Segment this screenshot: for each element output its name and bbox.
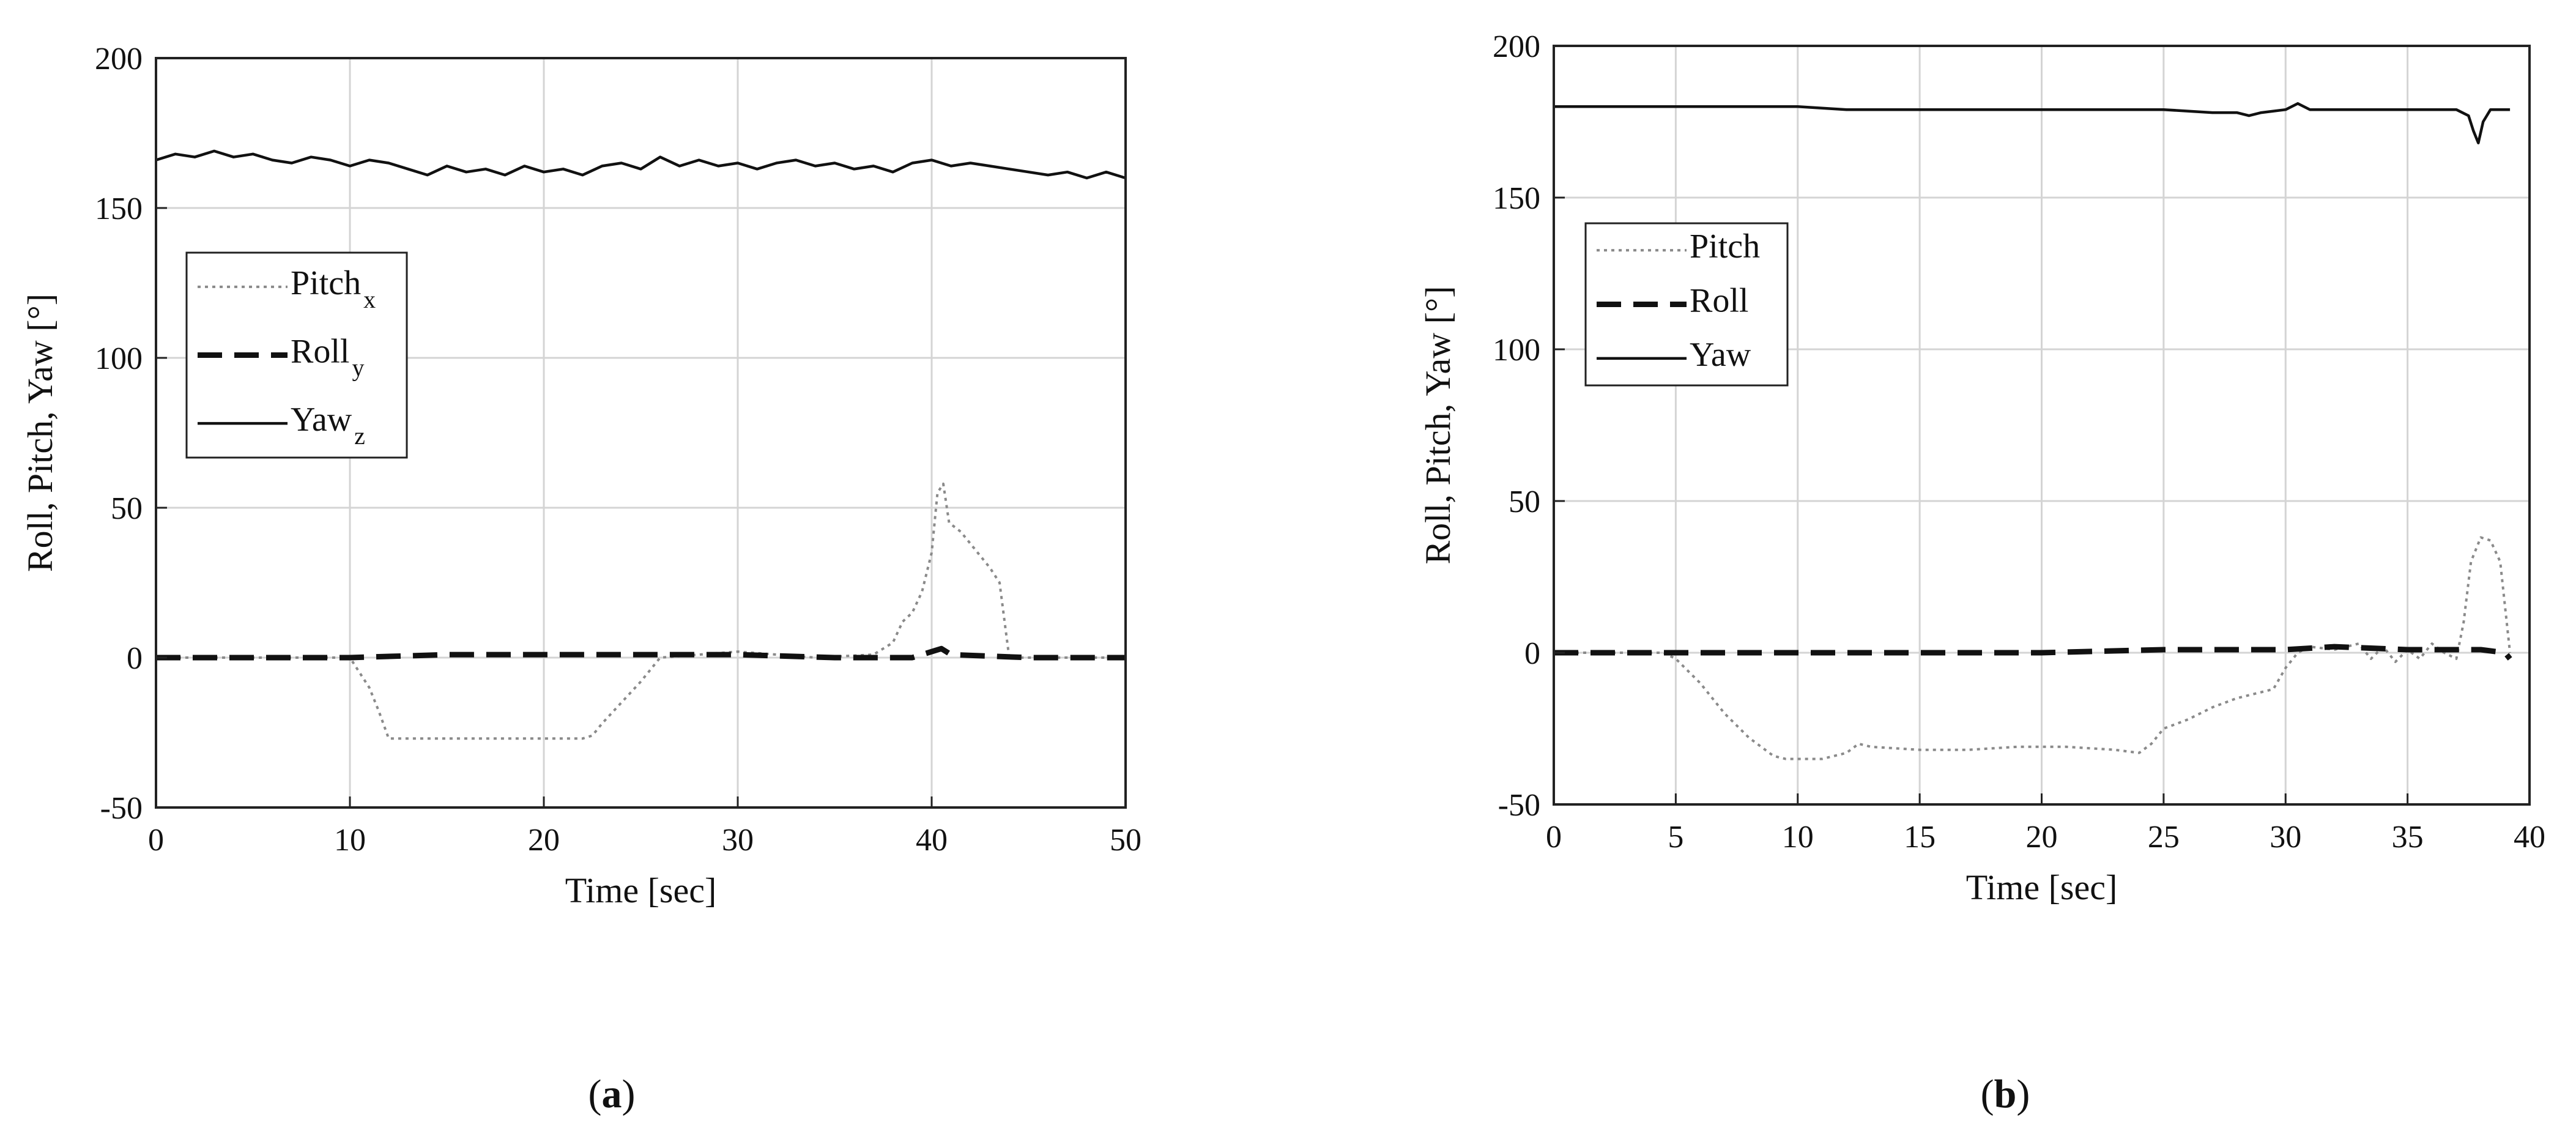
y-tick-label: -50 — [1498, 788, 1540, 823]
series-line-yaw — [1554, 102, 2511, 144]
legend-label-roll: Roll y — [291, 333, 364, 382]
y-tick-label: 100 — [1493, 333, 1540, 368]
y-axis-label: Roll, Pitch, Yaw [°] — [20, 294, 60, 572]
x-axis-label: Time [sec] — [1966, 867, 2118, 907]
legend-label-roll: Roll — [1690, 282, 1748, 320]
y-tick-label: 50 — [1509, 484, 1540, 519]
y-tick-label: 0 — [1524, 636, 1540, 671]
x-tick-label: 40 — [2514, 820, 2545, 855]
x-tick-label: 15 — [1904, 820, 1936, 855]
x-tick-label: 0 — [1546, 820, 1562, 855]
x-tick-label: 40 — [916, 823, 948, 858]
series-line-roll — [156, 645, 1126, 661]
x-tick-label: 10 — [1782, 820, 1814, 855]
series-line-roll — [1554, 644, 2512, 661]
y-axis-label: Roll, Pitch, Yaw [°] — [1418, 286, 1458, 564]
x-tick-label: 30 — [2270, 820, 2301, 855]
legend-label-yaw: Yaw — [1690, 336, 1751, 374]
y-tick-label: 200 — [1493, 29, 1540, 64]
x-tick-label: 5 — [1668, 820, 1683, 855]
y-tick-label: 200 — [95, 42, 143, 76]
caption-b: (b) — [1981, 1072, 2030, 1116]
y-tick-label: 150 — [95, 191, 143, 226]
x-tick-label: 25 — [2148, 820, 2180, 855]
x-tick-label: 50 — [1110, 823, 1141, 858]
y-tick-label: -50 — [100, 791, 143, 826]
x-tick-label: 20 — [528, 823, 560, 858]
legend-label-pitch: Pitch — [1690, 228, 1760, 265]
x-tick-label: 10 — [334, 823, 366, 858]
series-line-pitch — [156, 482, 1126, 740]
x-axis-label: Time [sec] — [565, 871, 717, 910]
plot-frame — [155, 57, 1127, 809]
series-line-yaw — [155, 149, 1126, 180]
x-tick-label: 30 — [722, 823, 754, 858]
legend-label-pitch: Pitch x — [291, 264, 376, 313]
x-tick-label: 0 — [148, 823, 164, 858]
x-tick-label: 35 — [2392, 820, 2424, 855]
legend-label-yaw: Yaw z — [291, 401, 365, 450]
y-tick-label: 150 — [1493, 181, 1540, 216]
y-tick-label: 50 — [111, 491, 143, 526]
y-tick-label: 0 — [127, 641, 143, 676]
y-tick-label: 100 — [95, 341, 143, 376]
x-tick-label: 20 — [2026, 820, 2058, 855]
caption-a: (a) — [588, 1072, 636, 1116]
